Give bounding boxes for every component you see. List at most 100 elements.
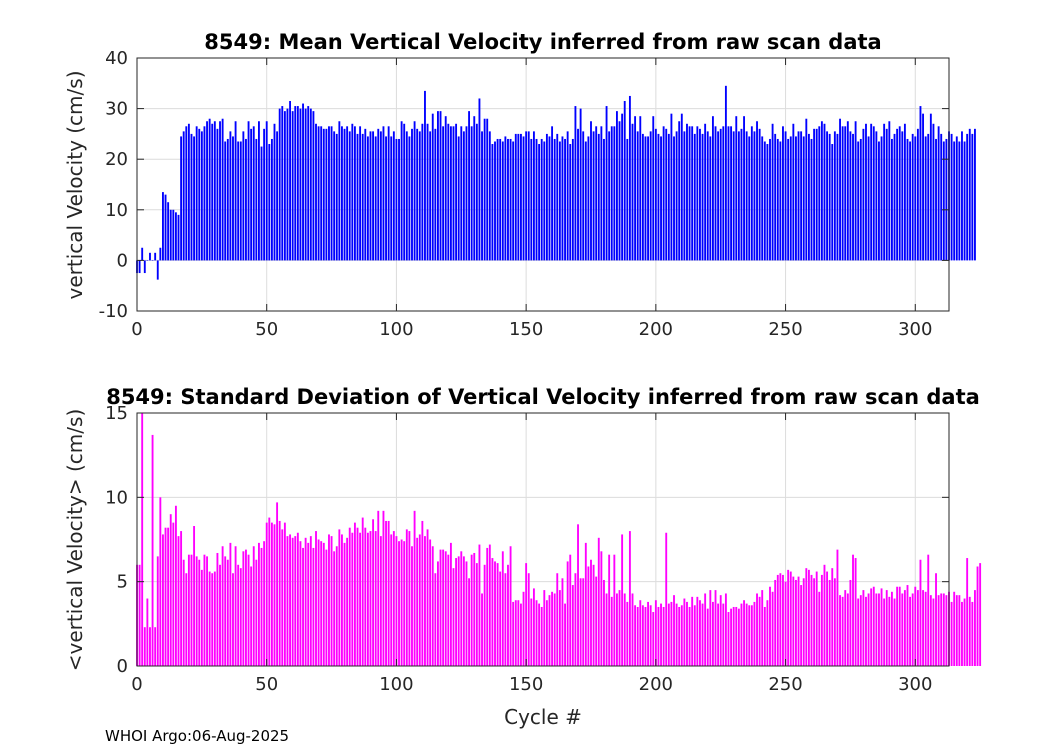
std-bar bbox=[919, 559, 922, 666]
std-bar bbox=[750, 605, 753, 666]
mean-bar bbox=[180, 136, 183, 261]
mean-bar bbox=[545, 133, 548, 261]
std-bar bbox=[903, 590, 906, 666]
mean-bar bbox=[667, 133, 670, 261]
mean-bar bbox=[592, 131, 595, 261]
mean-bar bbox=[953, 141, 956, 261]
std-bar bbox=[696, 596, 699, 666]
std-bar bbox=[724, 593, 727, 666]
std-bar bbox=[343, 542, 346, 666]
mean-y-tick-label: 0 bbox=[117, 250, 128, 271]
mean-bar bbox=[621, 113, 624, 261]
mean-bar bbox=[631, 123, 634, 261]
std-bar bbox=[392, 531, 395, 666]
mean-bar bbox=[268, 144, 271, 261]
std-bar bbox=[496, 563, 499, 666]
std-bar bbox=[437, 561, 439, 666]
mean-bar bbox=[431, 113, 434, 261]
mean-bar bbox=[815, 128, 818, 261]
std-bar bbox=[880, 588, 883, 666]
mean-bar bbox=[927, 133, 930, 261]
mean-bar bbox=[341, 126, 343, 261]
std-bar bbox=[756, 593, 758, 666]
mean-bar bbox=[714, 126, 717, 261]
std-bar bbox=[517, 600, 520, 666]
std-bar bbox=[968, 596, 971, 666]
mean-bar bbox=[512, 141, 515, 261]
std-bar bbox=[885, 590, 888, 666]
mean-bar bbox=[382, 126, 385, 261]
std-bar bbox=[452, 568, 455, 666]
std-bar bbox=[462, 556, 465, 666]
mean-bar bbox=[696, 126, 699, 261]
mean-bar bbox=[582, 131, 585, 261]
mean-bar bbox=[608, 131, 611, 261]
std-bar bbox=[333, 551, 336, 666]
std-bar bbox=[172, 522, 175, 666]
std-bar bbox=[488, 544, 491, 666]
mean-bar bbox=[717, 131, 720, 261]
mean-bar bbox=[187, 123, 190, 261]
std-bar bbox=[955, 595, 958, 666]
mean-bar bbox=[455, 123, 458, 261]
mean-bar bbox=[359, 126, 362, 261]
mean-bar bbox=[916, 128, 919, 261]
std-bar bbox=[727, 612, 730, 666]
std-bar bbox=[870, 588, 873, 666]
mean-bar bbox=[553, 138, 556, 261]
std-bar bbox=[730, 608, 733, 666]
mean-bar bbox=[579, 108, 582, 261]
mean-bar bbox=[473, 116, 476, 261]
std-bar bbox=[564, 603, 566, 666]
mean-bar bbox=[802, 136, 805, 261]
std-bar bbox=[278, 520, 281, 666]
std-bar bbox=[200, 569, 203, 666]
std-y-axis-label: <vertical Velocity> (cm/s) bbox=[63, 409, 87, 672]
std-bar bbox=[299, 541, 302, 666]
mean-bar bbox=[343, 128, 346, 261]
std-bar bbox=[605, 593, 608, 666]
std-bar bbox=[250, 566, 253, 666]
std-bar bbox=[769, 586, 771, 666]
mean-x-tick-label: 150 bbox=[509, 319, 543, 340]
std-bar bbox=[416, 537, 419, 666]
std-bar bbox=[206, 556, 208, 666]
mean-bar bbox=[437, 111, 439, 261]
std-bar bbox=[776, 574, 779, 666]
std-bar bbox=[403, 541, 406, 666]
mean-bar bbox=[898, 126, 901, 261]
std-bar bbox=[146, 598, 149, 666]
std-bar bbox=[475, 563, 478, 666]
mean-bar bbox=[600, 126, 603, 261]
std-bar bbox=[330, 536, 333, 666]
std-bar bbox=[294, 536, 297, 666]
mean-bar bbox=[426, 123, 429, 261]
mean-bar bbox=[475, 123, 478, 261]
std-bar bbox=[543, 590, 546, 666]
mean-bar bbox=[392, 131, 395, 261]
mean-x-tick-label: 250 bbox=[768, 319, 802, 340]
mean-bar bbox=[270, 138, 273, 261]
mean-bar bbox=[348, 131, 351, 261]
mean-bar bbox=[333, 131, 336, 261]
std-bar bbox=[359, 532, 362, 666]
std-bar bbox=[374, 531, 377, 666]
std-y-tick-label: 0 bbox=[117, 656, 128, 677]
std-bar bbox=[356, 527, 359, 666]
std-bar bbox=[704, 593, 707, 666]
std-bar bbox=[400, 539, 403, 666]
mean-bar bbox=[444, 116, 447, 261]
mean-bar bbox=[878, 141, 880, 261]
std-bar bbox=[154, 627, 157, 666]
mean-bar bbox=[966, 133, 969, 261]
mean-bar bbox=[750, 126, 753, 261]
mean-bar bbox=[945, 138, 948, 261]
std-bar bbox=[852, 554, 854, 666]
std-bar bbox=[187, 554, 190, 666]
std-bar bbox=[805, 568, 808, 666]
mean-bar bbox=[950, 133, 953, 261]
mean-bar bbox=[556, 133, 559, 261]
std-bar bbox=[810, 574, 813, 666]
mean-bar bbox=[911, 133, 914, 261]
